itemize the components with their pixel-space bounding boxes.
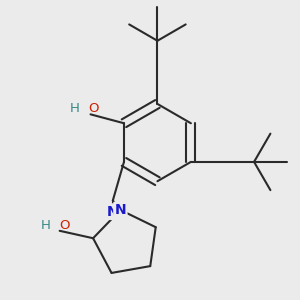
Text: N: N bbox=[115, 203, 126, 217]
Text: O: O bbox=[60, 219, 70, 232]
Text: H: H bbox=[70, 102, 80, 115]
Text: O: O bbox=[88, 102, 99, 115]
Text: N: N bbox=[107, 205, 118, 219]
Text: H: H bbox=[41, 219, 51, 232]
